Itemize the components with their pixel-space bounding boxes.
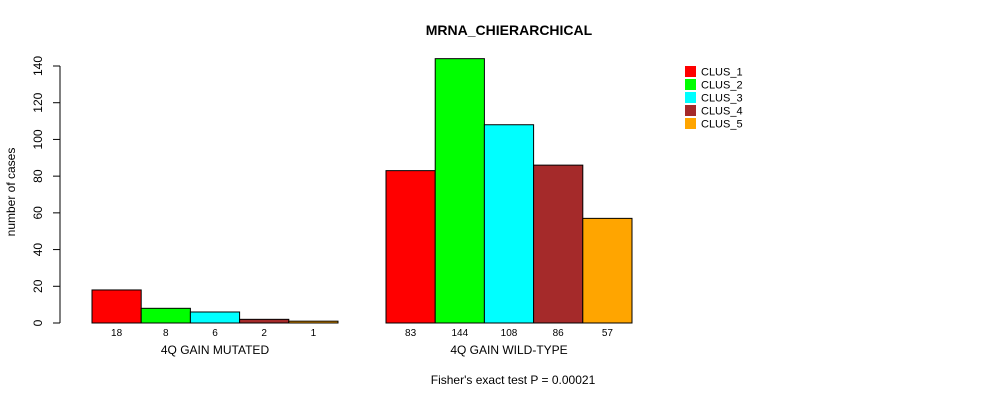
bar bbox=[483, 124, 535, 324]
bar bbox=[533, 164, 584, 324]
bar bbox=[385, 170, 436, 324]
y-axis: 0 20 40 60 80 100 120 140 bbox=[31, 56, 61, 326]
bar-count-label: 6 bbox=[212, 328, 218, 339]
fisher-test-footer: Fisher's exact test P = 0.00021 bbox=[431, 373, 596, 387]
legend-swatch bbox=[685, 105, 696, 116]
y-tick-label: 100 bbox=[31, 129, 45, 149]
y-tick-label: 20 bbox=[31, 279, 45, 293]
legend-swatch bbox=[685, 66, 696, 77]
bar-count-label: 8 bbox=[163, 328, 169, 339]
bar-count-label: 144 bbox=[451, 328, 468, 339]
y-tick-label: 140 bbox=[31, 56, 45, 76]
bar bbox=[239, 318, 290, 324]
legend-swatch bbox=[685, 79, 696, 90]
legend-label: CLUS_1 bbox=[701, 67, 743, 79]
bar-count-label: 18 bbox=[111, 328, 123, 339]
y-tick-label: 120 bbox=[31, 92, 45, 112]
bar bbox=[582, 217, 633, 324]
y-tick-label: 60 bbox=[31, 206, 45, 220]
legend-label: CLUS_2 bbox=[701, 80, 743, 92]
bar bbox=[91, 289, 142, 324]
y-tick-label: 80 bbox=[31, 169, 45, 183]
bar-count-label: 57 bbox=[602, 328, 614, 339]
y-axis-label: number of cases bbox=[4, 148, 18, 237]
bar-count-label: 1 bbox=[311, 328, 317, 339]
y-tick-label: 40 bbox=[31, 243, 45, 257]
group-label: 4Q GAIN WILD-TYPE bbox=[450, 343, 567, 357]
chart-title: MRNA_CHIERARCHICAL bbox=[426, 22, 593, 38]
bar-count-label: 83 bbox=[405, 328, 417, 339]
bar bbox=[434, 58, 485, 324]
bar bbox=[288, 320, 339, 324]
y-tick-label: 0 bbox=[31, 319, 45, 326]
group-label: 4Q GAIN MUTATED bbox=[161, 343, 270, 357]
bars bbox=[91, 58, 633, 324]
bar-count-label: 2 bbox=[261, 328, 267, 339]
bar bbox=[140, 307, 191, 324]
legend-swatch bbox=[685, 92, 696, 103]
bar-count-label: 108 bbox=[501, 328, 518, 339]
bar bbox=[189, 311, 241, 324]
legend-swatch bbox=[685, 118, 696, 129]
legend-label: CLUS_5 bbox=[701, 119, 743, 131]
legend-label: CLUS_4 bbox=[701, 106, 743, 118]
bar-count-label: 86 bbox=[553, 328, 565, 339]
legend-label: CLUS_3 bbox=[701, 93, 743, 105]
